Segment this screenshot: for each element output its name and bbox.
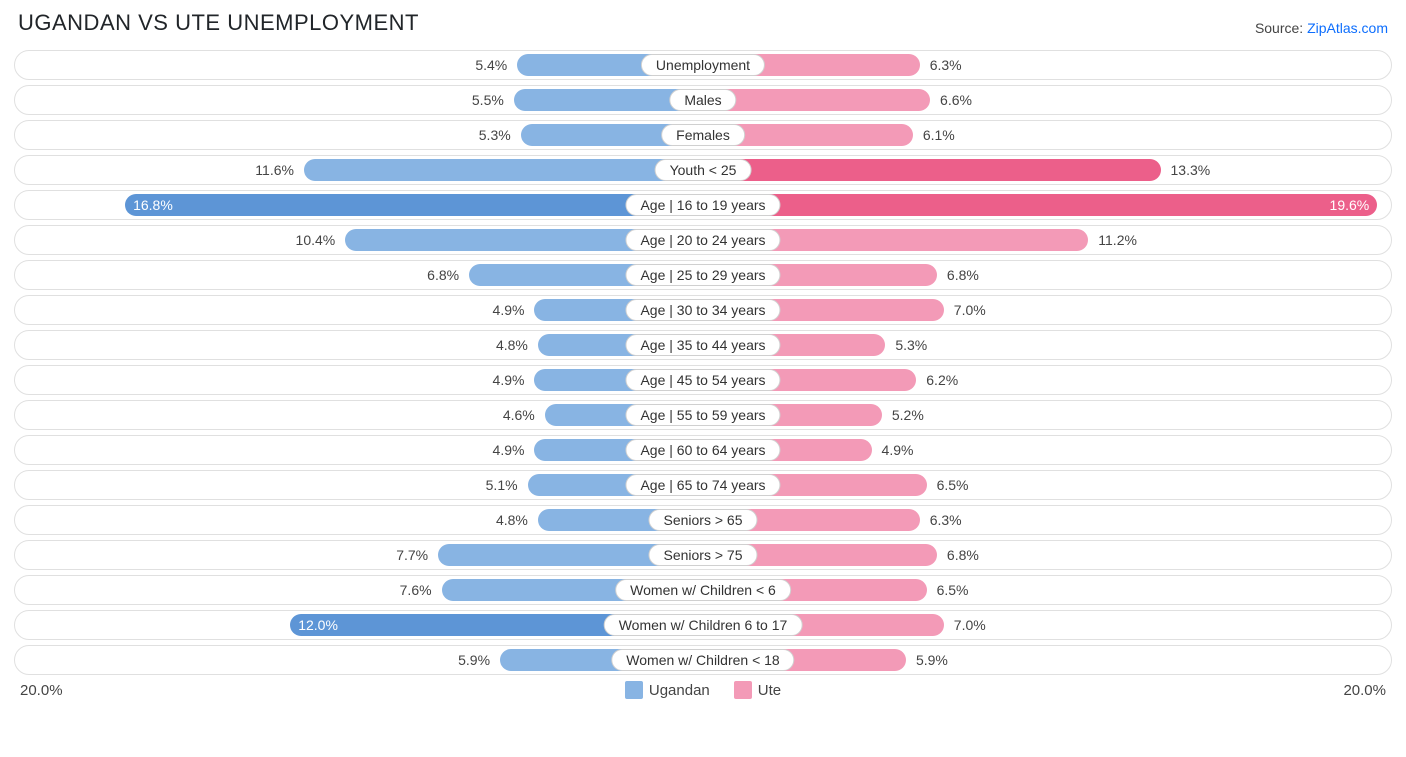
legend-item-right: Ute	[734, 681, 781, 699]
chart-row: 5.9% 5.9% Women w/ Children < 18	[14, 645, 1392, 675]
bar-value-right: 6.5%	[927, 471, 1047, 499]
category-label: Women w/ Children < 18	[611, 649, 794, 671]
chart-legend: Ugandan Ute	[625, 681, 781, 699]
chart-header: UGANDAN VS UTE UNEMPLOYMENT Source: ZipA…	[14, 10, 1392, 36]
bar-value-left: 4.8%	[418, 331, 538, 359]
category-label: Age | 55 to 59 years	[625, 404, 780, 426]
bar-value-right: 6.8%	[937, 261, 1057, 289]
category-label: Males	[669, 89, 736, 111]
bar-right	[703, 89, 930, 111]
bar-value-right: 6.5%	[927, 576, 1047, 604]
chart-row: 7.7% 6.8% Seniors > 75	[14, 540, 1392, 570]
category-label: Age | 35 to 44 years	[625, 334, 780, 356]
bar-value-left: 16.8%	[133, 197, 173, 213]
axis-max-left: 20.0%	[20, 682, 63, 699]
bar-value-left: 4.9%	[414, 436, 534, 464]
bar-value-left: 4.9%	[414, 366, 534, 394]
bar-value-right: 6.1%	[913, 121, 1033, 149]
chart-row: 4.6% 5.2% Age | 55 to 59 years	[14, 400, 1392, 430]
category-label: Unemployment	[641, 54, 765, 76]
chart-row: 5.5% 6.6% Males	[14, 85, 1392, 115]
chart-source: Source: ZipAtlas.com	[1255, 20, 1388, 36]
bar-value-right: 6.6%	[930, 86, 1050, 114]
chart-row: 4.9% 6.2% Age | 45 to 54 years	[14, 365, 1392, 395]
chart-row: 4.9% 7.0% Age | 30 to 34 years	[14, 295, 1392, 325]
chart-row: 11.6% 13.3% Youth < 25	[14, 155, 1392, 185]
chart-row: 4.8% 6.3% Seniors > 65	[14, 505, 1392, 535]
bar-left	[304, 159, 703, 181]
bar-value-left: 5.5%	[394, 86, 514, 114]
bar-value-right: 6.8%	[937, 541, 1057, 569]
chart-row: 5.3% 6.1% Females	[14, 120, 1392, 150]
bar-value-right: 6.3%	[920, 506, 1040, 534]
category-label: Age | 20 to 24 years	[625, 229, 780, 251]
category-label: Age | 65 to 74 years	[625, 474, 780, 496]
bar-value-right: 6.2%	[916, 366, 1036, 394]
category-label: Females	[661, 124, 745, 146]
chart-row: 10.4% 11.2% Age | 20 to 24 years	[14, 225, 1392, 255]
category-label: Age | 25 to 29 years	[625, 264, 780, 286]
source-prefix: Source:	[1255, 20, 1307, 36]
bar-value-left: 7.6%	[322, 576, 442, 604]
diverging-bar-chart: 5.4% 6.3% Unemployment 5.5% 6.6% Males 5.3% 6.1…	[14, 50, 1392, 675]
bar-right: 19.6%	[703, 194, 1377, 216]
category-label: Age | 16 to 19 years	[625, 194, 780, 216]
legend-swatch-left	[625, 681, 643, 699]
chart-row: 4.9% 4.9% Age | 60 to 64 years	[14, 435, 1392, 465]
bar-value-left: 5.3%	[401, 121, 521, 149]
category-label: Age | 30 to 34 years	[625, 299, 780, 321]
bar-value-left: 5.1%	[408, 471, 528, 499]
legend-label-right: Ute	[758, 682, 781, 699]
chart-row: 5.4% 6.3% Unemployment	[14, 50, 1392, 80]
bar-value-right: 7.0%	[944, 611, 1064, 639]
bar-value-right: 4.9%	[872, 436, 992, 464]
category-label: Youth < 25	[655, 159, 752, 181]
chart-row: 7.6% 6.5% Women w/ Children < 6	[14, 575, 1392, 605]
category-label: Women w/ Children < 6	[615, 579, 791, 601]
bar-value-left: 11.6%	[184, 156, 304, 184]
category-label: Age | 60 to 64 years	[625, 439, 780, 461]
bar-value-right: 5.2%	[882, 401, 1002, 429]
chart-footer: 20.0% Ugandan Ute 20.0%	[14, 681, 1392, 699]
bar-value-right: 5.3%	[885, 331, 1005, 359]
bar-value-right: 19.6%	[1330, 197, 1370, 213]
bar-value-right: 6.3%	[920, 51, 1040, 79]
bar-value-right: 7.0%	[944, 296, 1064, 324]
legend-swatch-right	[734, 681, 752, 699]
category-label: Age | 45 to 54 years	[625, 369, 780, 391]
bar-value-left: 5.4%	[397, 51, 517, 79]
bar-value-left: 4.6%	[425, 401, 545, 429]
chart-title: UGANDAN VS UTE UNEMPLOYMENT	[18, 10, 419, 36]
category-label: Seniors > 75	[649, 544, 758, 566]
bar-value-left: 12.0%	[298, 617, 338, 633]
category-label: Women w/ Children 6 to 17	[604, 614, 803, 636]
bar-value-right: 11.2%	[1088, 226, 1208, 254]
chart-row: 4.8% 5.3% Age | 35 to 44 years	[14, 330, 1392, 360]
bar-value-left: 7.7%	[318, 541, 438, 569]
bar-value-left: 4.8%	[418, 506, 538, 534]
bar-right	[703, 159, 1161, 181]
category-label: Seniors > 65	[649, 509, 758, 531]
chart-row: 6.8% 6.8% Age | 25 to 29 years	[14, 260, 1392, 290]
legend-label-left: Ugandan	[649, 682, 710, 699]
bar-value-left: 6.8%	[349, 261, 469, 289]
axis-max-right: 20.0%	[1343, 682, 1386, 699]
bar-value-right: 13.3%	[1161, 156, 1281, 184]
bar-value-left: 5.9%	[380, 646, 500, 674]
bar-left: 16.8%	[125, 194, 703, 216]
bar-value-left: 4.9%	[414, 296, 534, 324]
chart-row: 12.0% 7.0% Women w/ Children 6 to 17	[14, 610, 1392, 640]
bar-value-right: 5.9%	[906, 646, 1026, 674]
chart-row: 16.8% 19.6% Age | 16 to 19 years	[14, 190, 1392, 220]
bar-value-left: 10.4%	[225, 226, 345, 254]
legend-item-left: Ugandan	[625, 681, 710, 699]
chart-row: 5.1% 6.5% Age | 65 to 74 years	[14, 470, 1392, 500]
source-link[interactable]: ZipAtlas.com	[1307, 20, 1388, 36]
